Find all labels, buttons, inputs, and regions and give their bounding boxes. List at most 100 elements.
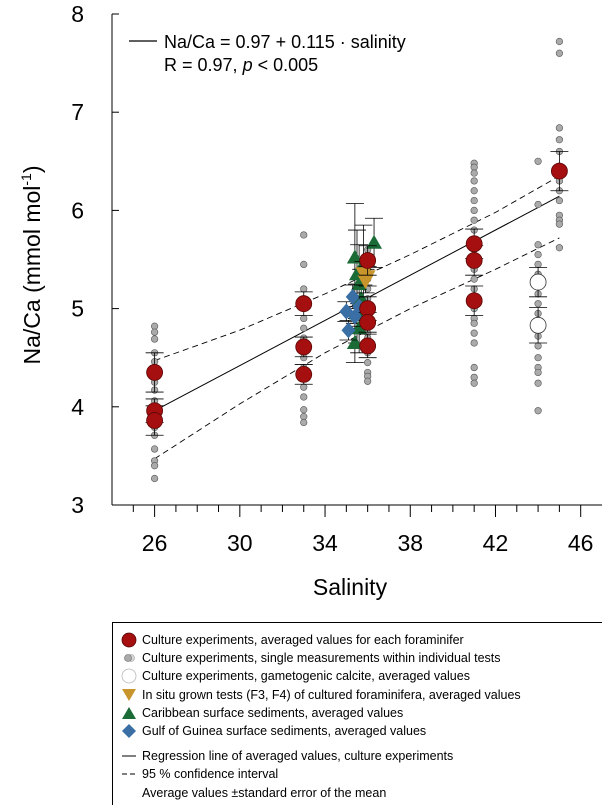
caribbean-point <box>351 320 368 335</box>
x-tick-label: 42 <box>483 530 509 556</box>
legend-marker-solid-line <box>119 748 139 764</box>
single-measurement-point <box>470 216 478 224</box>
gulf-of-guinea-point <box>341 322 356 339</box>
legend-item-gulf-of-guinea: Gulf of Guinea surface sediments, averag… <box>119 722 602 740</box>
legend: Culture experiments, averaged values for… <box>112 622 602 805</box>
culture-average-point <box>359 337 377 355</box>
legend-label: Culture experiments, averaged values for… <box>142 633 464 648</box>
single-measurement-point <box>555 49 563 57</box>
data-marks <box>145 37 569 483</box>
single-measurement-point <box>300 406 308 414</box>
single-measurement-point <box>534 379 542 387</box>
legend-item-in-situ: In situ grown tests (F3, F4) of cultured… <box>119 686 602 704</box>
caribbean-point <box>351 276 368 291</box>
x-tick-label: 26 <box>142 530 168 556</box>
culture-average-point <box>295 338 313 356</box>
single-measurement-point <box>470 275 478 283</box>
single-measurement-point <box>151 474 159 483</box>
legend-item-confidence: 95 % confidence interval <box>119 765 602 783</box>
legend-label: Culture experiments, single measurements… <box>142 651 501 666</box>
single-measurement-point <box>555 124 563 132</box>
legend-label: 95 % confidence interval <box>142 767 279 782</box>
y-tick-label: 7 <box>71 99 84 125</box>
single-measurement-point <box>470 196 478 205</box>
single-measurement-point <box>534 250 542 259</box>
legend-label: Regression line of averaged values, cult… <box>142 749 454 764</box>
culture-average-point <box>465 292 483 310</box>
single-measurement-point <box>534 241 542 249</box>
y-axis-label: Na/Ca (mmol mol-1) <box>18 165 45 364</box>
culture-average-point <box>146 412 164 429</box>
single-measurement-point <box>470 177 478 185</box>
x-tick-label: 30 <box>227 530 253 556</box>
single-measurement-point <box>151 445 159 453</box>
single-measurement-point <box>300 383 308 391</box>
legend-marker-dashed-line <box>119 766 139 782</box>
single-measurement-point <box>555 196 563 205</box>
ci-lower-line <box>154 237 560 460</box>
plot-frame <box>111 14 602 506</box>
single-measurement-point <box>300 285 308 293</box>
regression-annotation: Na/Ca = 0.97 + 0.115 · salinity R = 0.97… <box>129 32 406 75</box>
single-measurement-point <box>534 157 542 165</box>
annotation-equation: Na/Ca = 0.97 + 0.115 · salinity <box>164 32 406 52</box>
single-measurement-point <box>300 324 308 332</box>
single-measurement-point <box>470 379 478 387</box>
legend-marker-triangle-down <box>119 687 139 703</box>
single-measurement-point <box>534 354 542 362</box>
legend-item-culture-averaged: Culture experiments, averaged values for… <box>119 631 602 649</box>
x-axis-label: Salinity <box>313 574 388 600</box>
legend-item-gametogenic: Culture experiments, gametogenic calcite… <box>119 667 602 685</box>
single-measurement-point <box>555 244 563 252</box>
single-measurement-point <box>470 339 478 347</box>
legend-marker-small-circle <box>119 650 139 666</box>
legend-label: Caribbean surface sediments, averaged va… <box>142 705 404 720</box>
single-measurement-point <box>300 314 308 323</box>
single-measurement-point <box>364 377 372 385</box>
y-tick-label: 3 <box>71 492 84 518</box>
single-measurement-point <box>534 407 542 415</box>
legend-marker-triangle-up <box>119 705 139 721</box>
x-tick-label: 38 <box>397 530 423 556</box>
single-measurement-point <box>534 260 542 269</box>
culture-average-point <box>146 364 164 381</box>
caribbean-point <box>346 249 363 264</box>
gametogenic-point <box>529 316 547 334</box>
legend-item-caribbean: Caribbean surface sediments, averaged va… <box>119 704 602 722</box>
single-measurement-point <box>470 329 478 337</box>
single-measurement-point <box>470 169 478 177</box>
single-measurement-point <box>300 231 308 239</box>
legend-label: Gulf of Guinea surface sediments, averag… <box>142 724 427 739</box>
culture-average-point <box>465 252 483 269</box>
single-measurement-point <box>151 328 159 336</box>
single-measurement-point <box>364 359 372 367</box>
single-measurement-point <box>300 418 308 427</box>
legend-label: Average values ±standard error of the me… <box>142 785 387 800</box>
culture-average-point <box>359 313 377 331</box>
legend-item-regression: Regression line of averaged values, cult… <box>119 747 602 765</box>
single-measurement-point <box>534 300 542 308</box>
single-measurement-point <box>151 462 159 470</box>
y-tick-label: 8 <box>71 1 84 27</box>
culture-average-point <box>295 365 313 383</box>
legend-label: Culture experiments, gametogenic calcite… <box>142 669 470 684</box>
single-measurement-point <box>534 342 542 350</box>
single-measurement-point <box>470 187 478 195</box>
single-measurement-point <box>300 260 308 269</box>
legend-marker-diamond <box>119 723 139 739</box>
x-tick-label: 34 <box>312 530 338 556</box>
single-measurement-point <box>300 393 308 401</box>
gulf-of-guinea-point <box>345 288 360 305</box>
caribbean-point <box>346 334 363 349</box>
legend-item-sem: Average values ±standard error of the me… <box>119 784 602 802</box>
single-measurement-point <box>555 136 563 144</box>
single-measurement-point <box>470 319 478 327</box>
single-measurement-point <box>470 363 478 372</box>
single-measurement-point <box>470 206 478 214</box>
single-measurement-point <box>151 335 159 343</box>
single-measurement-point <box>534 368 542 377</box>
in-situ-point <box>359 270 376 285</box>
culture-average-point <box>359 252 377 269</box>
